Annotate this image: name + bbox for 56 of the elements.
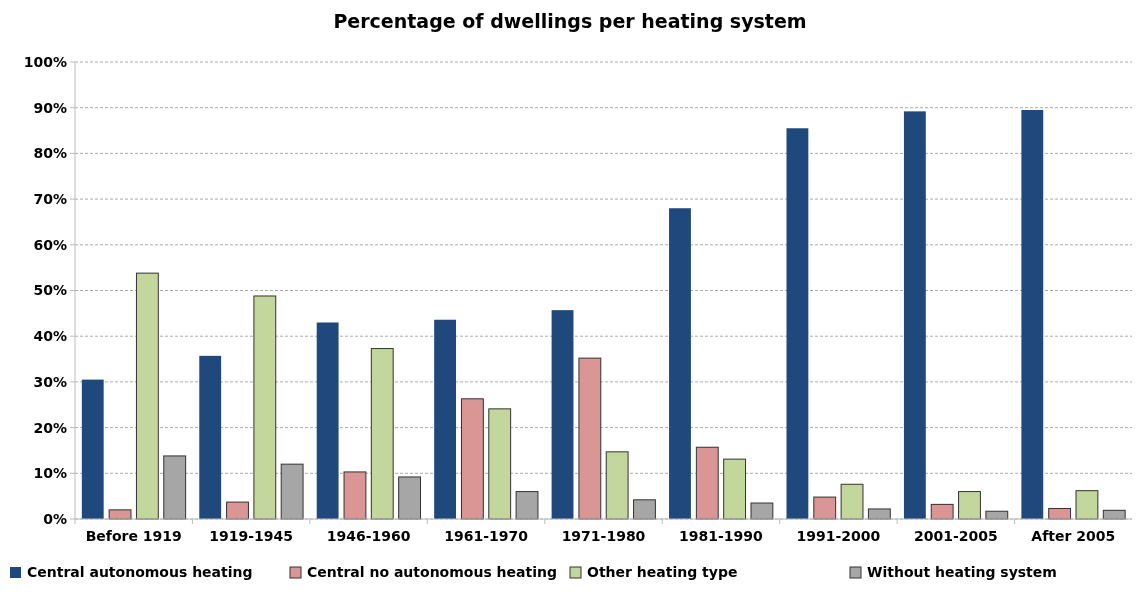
bar bbox=[226, 501, 249, 520]
legend-label: Central autonomous heating bbox=[27, 564, 253, 580]
bar bbox=[316, 322, 339, 519]
bar bbox=[398, 476, 422, 520]
bar bbox=[750, 502, 774, 520]
bar bbox=[551, 310, 574, 519]
bar bbox=[723, 458, 747, 520]
x-tick-label: Before 1919 bbox=[85, 528, 182, 544]
bar bbox=[1075, 490, 1099, 520]
bar bbox=[460, 398, 484, 520]
bar bbox=[199, 355, 222, 519]
bar bbox=[786, 128, 809, 519]
y-tick-label: 60% bbox=[33, 236, 67, 253]
legend-label: Central no autonomous heating bbox=[307, 564, 557, 580]
bar bbox=[81, 379, 104, 519]
y-tick-label: 80% bbox=[33, 145, 67, 162]
bar bbox=[903, 111, 926, 519]
bar bbox=[108, 509, 132, 520]
y-tick-label: 0% bbox=[43, 510, 67, 527]
y-tick-label: 100% bbox=[23, 53, 67, 70]
bar bbox=[840, 483, 864, 520]
bar bbox=[867, 508, 891, 520]
chart-title: Percentage of dwellings per heating system bbox=[333, 10, 807, 32]
bar bbox=[930, 503, 954, 520]
bar bbox=[370, 348, 394, 520]
bar bbox=[515, 491, 539, 520]
bar bbox=[253, 295, 277, 520]
y-tick-label: 10% bbox=[33, 465, 67, 482]
x-tick-label: 1991-2000 bbox=[796, 528, 881, 544]
x-tick-label: 1919-1945 bbox=[209, 528, 294, 544]
y-tick-label: 20% bbox=[33, 419, 67, 436]
bar bbox=[578, 357, 602, 520]
x-tick-label: 2001-2005 bbox=[913, 528, 998, 544]
bar bbox=[434, 319, 457, 519]
bar bbox=[605, 451, 629, 520]
y-tick-label: 70% bbox=[33, 191, 67, 207]
x-tick-label: 1981-1990 bbox=[679, 528, 764, 544]
bar bbox=[813, 496, 837, 520]
bar bbox=[633, 499, 656, 520]
bar bbox=[488, 408, 512, 520]
bar bbox=[669, 208, 691, 519]
bar bbox=[135, 272, 159, 520]
y-tick-label: 90% bbox=[33, 99, 67, 116]
legend-label: Other heating type bbox=[587, 564, 738, 580]
y-tick-label: 50% bbox=[33, 282, 67, 299]
x-tick-label: After 2005 bbox=[1031, 528, 1116, 544]
x-tick-label: 1946-1960 bbox=[326, 528, 411, 544]
y-tick-label: 40% bbox=[33, 328, 67, 345]
x-tick-label: 1961-1970 bbox=[444, 528, 529, 544]
bar bbox=[1021, 109, 1044, 519]
y-tick-label: 30% bbox=[33, 373, 67, 390]
legend-label: Without heating system bbox=[867, 564, 1057, 580]
bar bbox=[695, 446, 719, 520]
x-tick-label: 1971-1980 bbox=[561, 528, 646, 544]
bar bbox=[958, 491, 981, 520]
bar bbox=[343, 471, 367, 520]
